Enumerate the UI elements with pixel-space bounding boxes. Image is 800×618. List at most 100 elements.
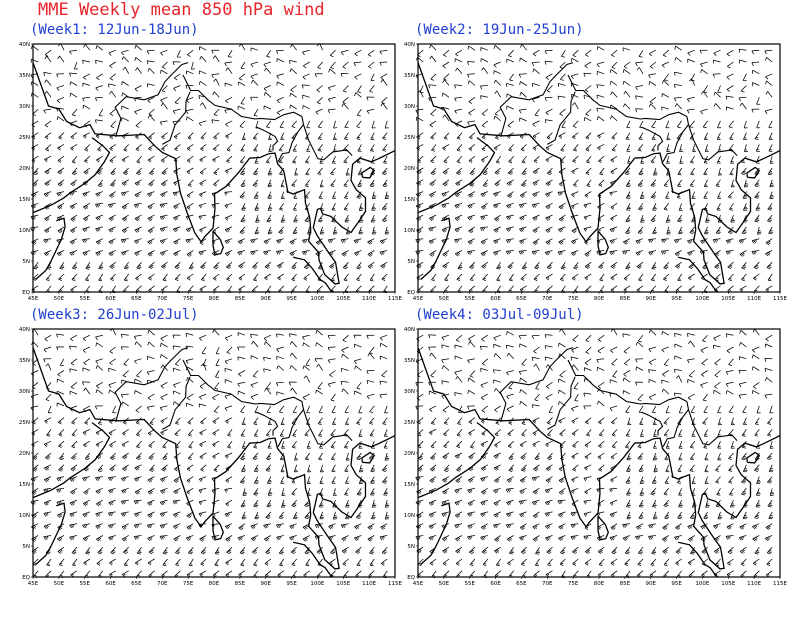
wind-barb	[558, 511, 566, 518]
wind-barb	[367, 261, 375, 269]
wind-barb	[725, 381, 734, 388]
wind-barb	[716, 488, 721, 496]
country-border	[687, 124, 738, 161]
wind-barb	[741, 167, 747, 176]
wind-barb	[415, 476, 424, 481]
wind-barb	[481, 261, 489, 269]
wind-barb	[344, 488, 349, 496]
wind-barb	[717, 511, 723, 520]
wind-barb	[289, 535, 297, 541]
wind-barb	[358, 226, 364, 235]
lat-tick-label: 40N	[404, 42, 415, 48]
wind-barb	[768, 226, 774, 235]
wind-barb	[327, 334, 336, 339]
wind-barb	[354, 523, 362, 530]
wind-barb	[767, 273, 773, 282]
wind-barb	[625, 226, 631, 235]
lon-tick-label: 115E	[388, 581, 402, 587]
wind-barb	[185, 84, 194, 89]
wind-barb	[583, 511, 592, 517]
wind-barb	[199, 440, 207, 448]
wind-barb	[494, 214, 501, 222]
wind-barb	[58, 558, 65, 567]
wind-barb	[82, 250, 91, 256]
wind-barb	[480, 523, 488, 530]
wind-barb	[69, 511, 78, 518]
wind-barb	[703, 132, 708, 140]
wind-barb	[754, 132, 760, 140]
lon-tick-label: 45E	[413, 581, 424, 587]
wind-barb	[371, 511, 376, 520]
wind-barb	[584, 191, 592, 198]
wind-barb	[315, 250, 323, 257]
wind-barb	[455, 558, 463, 566]
wind-barb	[625, 132, 631, 140]
wind-barb	[494, 108, 501, 116]
wind-barb	[584, 273, 592, 281]
wind-barb	[263, 61, 272, 68]
wind-barb	[586, 155, 592, 164]
wind-barb	[610, 261, 618, 269]
wind-barb	[687, 250, 695, 256]
wind-barb	[212, 440, 220, 448]
wind-barb	[712, 238, 721, 243]
wind-barb	[224, 358, 233, 365]
wind-barb	[123, 261, 130, 270]
wind-barb	[253, 476, 259, 484]
wind-barb	[754, 511, 760, 520]
wind-barb	[201, 346, 207, 355]
wind-barb	[441, 202, 450, 209]
wind-barb	[650, 155, 657, 164]
wind-barb	[596, 71, 605, 76]
wind-barb	[532, 49, 540, 57]
wind-barb	[456, 429, 463, 437]
wind-barb	[454, 58, 463, 63]
wind-barb	[468, 155, 476, 163]
wind-barb	[611, 417, 618, 425]
wind-barb	[688, 535, 695, 542]
wind-barb	[188, 558, 194, 567]
wind-barb	[253, 429, 259, 437]
wind-barb	[768, 144, 773, 152]
lat-tick-label: 25N	[19, 420, 30, 426]
wind-barb	[508, 144, 514, 152]
wind-barb	[519, 440, 527, 448]
wind-barb	[625, 476, 631, 484]
wind-barb	[443, 49, 450, 57]
wind-barb	[742, 73, 747, 82]
wind-barb	[739, 250, 747, 257]
wind-barb	[740, 558, 747, 567]
wind-barb	[95, 476, 103, 481]
wind-barb	[317, 214, 323, 223]
wind-barb	[172, 61, 181, 66]
wind-barb	[30, 476, 39, 482]
wind-barb	[341, 353, 349, 360]
wind-barb	[649, 97, 657, 105]
wind-barb	[584, 61, 592, 69]
wind-barb	[369, 558, 375, 567]
wind-barb	[716, 156, 721, 164]
wind-barb	[265, 511, 272, 519]
wind-barb	[110, 120, 116, 128]
wind-barb	[56, 96, 65, 104]
wind-barb	[327, 108, 336, 114]
wind-barb	[319, 179, 324, 188]
wind-barb	[172, 334, 181, 339]
wind-barb	[544, 119, 553, 124]
wind-barb	[367, 238, 375, 245]
wind-barb	[264, 67, 272, 75]
wind-barb	[650, 488, 657, 496]
wind-barb	[214, 546, 220, 555]
wind-barb	[545, 464, 553, 472]
wind-barb	[506, 511, 514, 517]
wind-barb	[583, 214, 592, 221]
wind-barb	[369, 546, 375, 555]
wind-barb	[276, 96, 284, 104]
wind-barb	[626, 120, 631, 129]
wind-barb	[173, 179, 181, 186]
wind-barb	[199, 285, 207, 292]
wind-barb	[609, 69, 618, 75]
wind-barb	[622, 390, 631, 395]
wind-barb	[327, 381, 336, 388]
wind-barb	[661, 379, 669, 384]
